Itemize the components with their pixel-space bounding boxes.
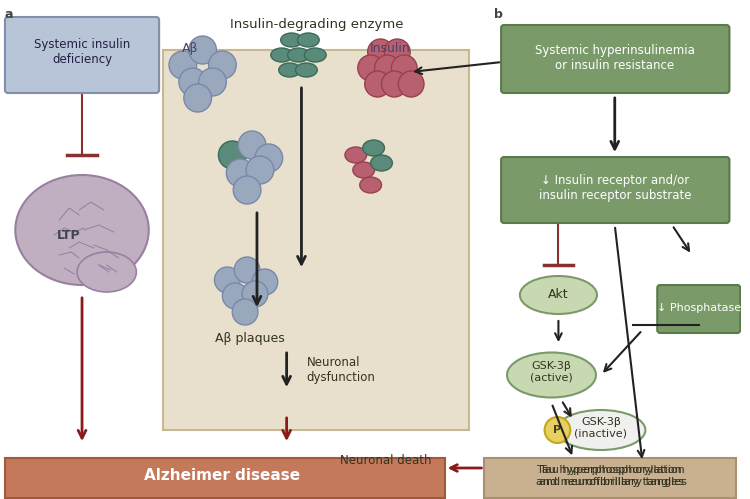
Ellipse shape: [360, 177, 382, 193]
Circle shape: [209, 51, 236, 79]
FancyBboxPatch shape: [5, 17, 159, 93]
Bar: [5, 458, 445, 498]
Ellipse shape: [271, 48, 292, 62]
Circle shape: [189, 36, 217, 64]
Ellipse shape: [556, 410, 646, 450]
Text: P: P: [554, 425, 562, 435]
Circle shape: [246, 156, 274, 184]
Text: b: b: [494, 8, 503, 21]
Ellipse shape: [15, 175, 149, 285]
Circle shape: [179, 68, 206, 96]
Circle shape: [232, 299, 258, 325]
Text: Systemic insulin
deficiency: Systemic insulin deficiency: [34, 38, 130, 66]
Ellipse shape: [370, 155, 392, 171]
Text: GSK-3β
(inactive): GSK-3β (inactive): [574, 417, 628, 439]
Ellipse shape: [287, 48, 309, 62]
Circle shape: [226, 159, 254, 187]
Text: Neuronal
dysfunction: Neuronal dysfunction: [307, 356, 375, 384]
Circle shape: [214, 267, 240, 293]
Ellipse shape: [298, 33, 320, 47]
Text: Insulin-degrading enzyme: Insulin-degrading enzyme: [230, 18, 403, 31]
Circle shape: [233, 176, 261, 204]
FancyBboxPatch shape: [657, 285, 740, 333]
Circle shape: [199, 68, 226, 96]
Text: LTP: LTP: [57, 229, 81, 242]
Ellipse shape: [352, 162, 374, 178]
Ellipse shape: [77, 252, 136, 292]
Text: Insulin: Insulin: [370, 42, 411, 55]
Text: Alzheimer disease: Alzheimer disease: [144, 469, 301, 484]
Text: ↓ Phosphatase: ↓ Phosphatase: [657, 303, 741, 313]
Circle shape: [385, 39, 410, 65]
Circle shape: [218, 141, 246, 169]
Circle shape: [364, 71, 391, 97]
Circle shape: [184, 84, 211, 112]
Circle shape: [358, 55, 383, 81]
Circle shape: [238, 131, 266, 159]
Text: a: a: [5, 8, 14, 21]
Circle shape: [544, 417, 570, 443]
Circle shape: [234, 257, 260, 283]
Bar: [163, 50, 470, 430]
Text: Aβ plaques: Aβ plaques: [215, 332, 285, 345]
Circle shape: [368, 39, 393, 65]
Text: Tau hyperphosphorylation
and neurofibrillary tangles: Tau hyperphosphorylation and neurofibril…: [536, 465, 684, 487]
Circle shape: [223, 283, 248, 309]
Circle shape: [252, 269, 278, 295]
Text: Neuronal death: Neuronal death: [340, 454, 431, 467]
Text: ↓ Insulin receptor and/or
insulin receptor substrate: ↓ Insulin receptor and/or insulin recept…: [538, 174, 691, 202]
Circle shape: [382, 71, 407, 97]
Circle shape: [392, 55, 417, 81]
Ellipse shape: [345, 147, 367, 163]
Text: Systemic hyperinsulinemia
or insulin resistance: Systemic hyperinsulinemia or insulin res…: [535, 44, 694, 72]
Ellipse shape: [304, 48, 326, 62]
Ellipse shape: [279, 63, 301, 77]
Circle shape: [255, 144, 283, 172]
Text: Tau hyperphosphorylation
and neurofibrillary tangles: Tau hyperphosphorylation and neurofibril…: [538, 465, 687, 487]
Text: GSK-3β
(active): GSK-3β (active): [530, 361, 573, 383]
Ellipse shape: [363, 140, 385, 156]
Ellipse shape: [296, 63, 317, 77]
Bar: [484, 458, 736, 498]
Ellipse shape: [280, 33, 302, 47]
Text: Akt: Akt: [548, 288, 568, 301]
Text: Aβ: Aβ: [182, 42, 198, 55]
Circle shape: [242, 281, 268, 307]
FancyBboxPatch shape: [501, 157, 730, 223]
Circle shape: [169, 51, 196, 79]
FancyBboxPatch shape: [501, 25, 730, 93]
Ellipse shape: [507, 352, 596, 398]
Ellipse shape: [520, 276, 597, 314]
Circle shape: [374, 55, 400, 81]
Circle shape: [398, 71, 424, 97]
